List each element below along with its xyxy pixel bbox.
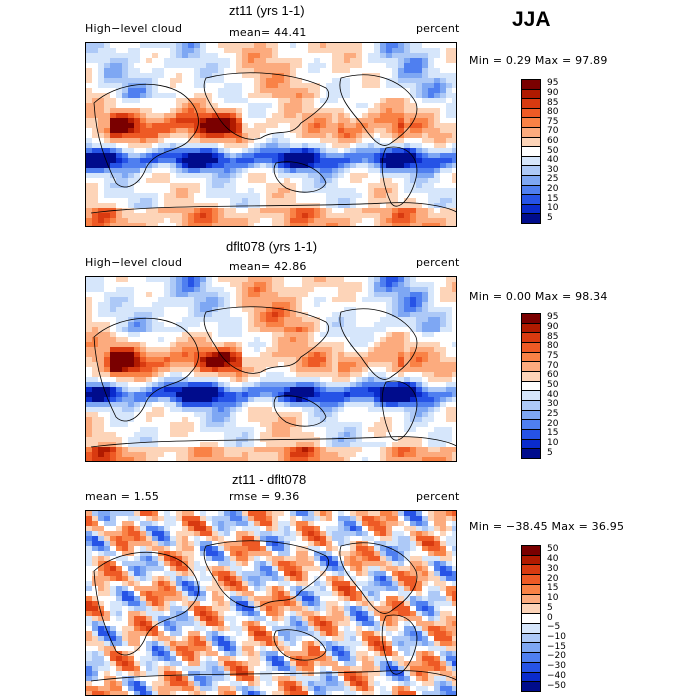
panel3-rmse-label: rmse = 9.36 <box>229 490 300 503</box>
panel1-minmax: Min = 0.29 Max = 97.89 <box>469 54 608 67</box>
colorbar-tick-label: 15 <box>547 428 559 439</box>
panel3-map <box>85 510 457 696</box>
panel3-title: zt11 - dflt078 <box>232 472 307 487</box>
colorbar-tick-label: −5 <box>547 622 561 633</box>
colorbar-tick-label: 20 <box>547 418 559 429</box>
colorbar-tick-label: 5 <box>547 212 553 223</box>
panel2-map <box>85 276 457 462</box>
colorbar-tick-label: 30 <box>547 563 559 574</box>
panel2-title: dflt078 (yrs 1-1) <box>226 239 318 254</box>
panel2-colorbar: 95 90 85 80 75 70 60 50 40 30 25 20 15 10 5 <box>521 312 581 459</box>
colorbar-tick-label: 15 <box>547 583 559 594</box>
colorbar-tick-label: 5 <box>547 447 553 458</box>
colorbar-tick-label: 5 <box>547 602 553 613</box>
colorbar-tick-label: 50 <box>547 544 559 555</box>
colorbar-tick-label: 50 <box>547 380 559 390</box>
colorbar-tick-label: 30 <box>547 164 559 175</box>
colorbar-tick-label: 85 <box>547 331 559 342</box>
colorbar-tick-label: −30 <box>547 661 566 672</box>
panel3-mean-label: mean = 1.55 <box>85 490 160 503</box>
colorbar-tick-label: 15 <box>547 193 559 204</box>
colorbar-swatch <box>521 681 541 692</box>
colorbar-tick-label: 75 <box>547 116 559 127</box>
panel2-variable-label: High−level cloud <box>85 256 183 269</box>
panel1-title: zt11 (yrs 1-1) <box>229 3 305 18</box>
colorbar-tick-label: 25 <box>547 409 559 419</box>
colorbar-tick-label: 60 <box>547 135 559 146</box>
colorbar-tick-label: 10 <box>547 593 559 604</box>
colorbar-tick-label: 40 <box>547 389 559 400</box>
colorbar-tick-label: 20 <box>547 573 559 584</box>
panel1-colorbar: 95 90 85 80 75 70 60 50 40 30 25 20 15 10 5 <box>521 78 581 224</box>
colorbar-tick-label: 20 <box>547 183 559 194</box>
panel1-map <box>85 42 457 227</box>
colorbar-tick-label: 50 <box>547 145 559 156</box>
colorbar-swatch <box>521 448 541 459</box>
colorbar-swatch <box>521 213 541 224</box>
colorbar-tick-label: 10 <box>547 438 559 448</box>
season-label: JJA <box>512 8 551 31</box>
colorbar-tick-label: 80 <box>547 341 559 352</box>
colorbar-tick-label: 90 <box>547 322 559 332</box>
panel1-units-label: percent <box>416 22 460 35</box>
panel1-mean-label: mean= 44.41 <box>229 26 307 39</box>
colorbar-tick-label: 10 <box>547 203 559 214</box>
colorbar-tick-label: 75 <box>547 351 559 361</box>
colorbar-tick-label: −40 <box>547 670 566 681</box>
colorbar-tick-label: 0 <box>547 612 553 623</box>
colorbar-tick-label: −20 <box>547 651 566 662</box>
colorbar-tick-label: 40 <box>547 155 559 166</box>
panel3-colorbar: 50 40 30 20 15 10 5 0 −5 −10 −15 −20 −30 −40 −50 <box>521 544 581 692</box>
colorbar-tick-label: 95 <box>547 78 559 89</box>
colorbar-tick-label: −15 <box>547 641 566 652</box>
colorbar-tick-label: −10 <box>547 631 566 642</box>
panel3-minmax: Min = −38.45 Max = 36.95 <box>469 520 625 533</box>
colorbar-tick-label: 70 <box>547 360 559 371</box>
colorbar-tick-label: 85 <box>547 97 559 108</box>
panel2-units-label: percent <box>416 256 460 269</box>
colorbar-tick-label: 30 <box>547 399 559 410</box>
panel2-mean-label: mean= 42.86 <box>229 260 307 273</box>
colorbar-tick-label: 70 <box>547 126 559 137</box>
panel1-variable-label: High−level cloud <box>85 22 183 35</box>
panel3-units-label: percent <box>416 490 460 503</box>
colorbar-tick-label: 40 <box>547 554 559 565</box>
colorbar-tick-label: 90 <box>547 87 559 98</box>
colorbar-tick-label: 60 <box>547 370 559 381</box>
colorbar-tick-label: 95 <box>547 312 559 323</box>
colorbar-tick-label: 80 <box>547 107 559 118</box>
colorbar-tick-label: 25 <box>547 174 559 185</box>
colorbar-tick-label: −50 <box>547 680 566 691</box>
panel2-minmax: Min = 0.00 Max = 98.34 <box>469 290 608 303</box>
